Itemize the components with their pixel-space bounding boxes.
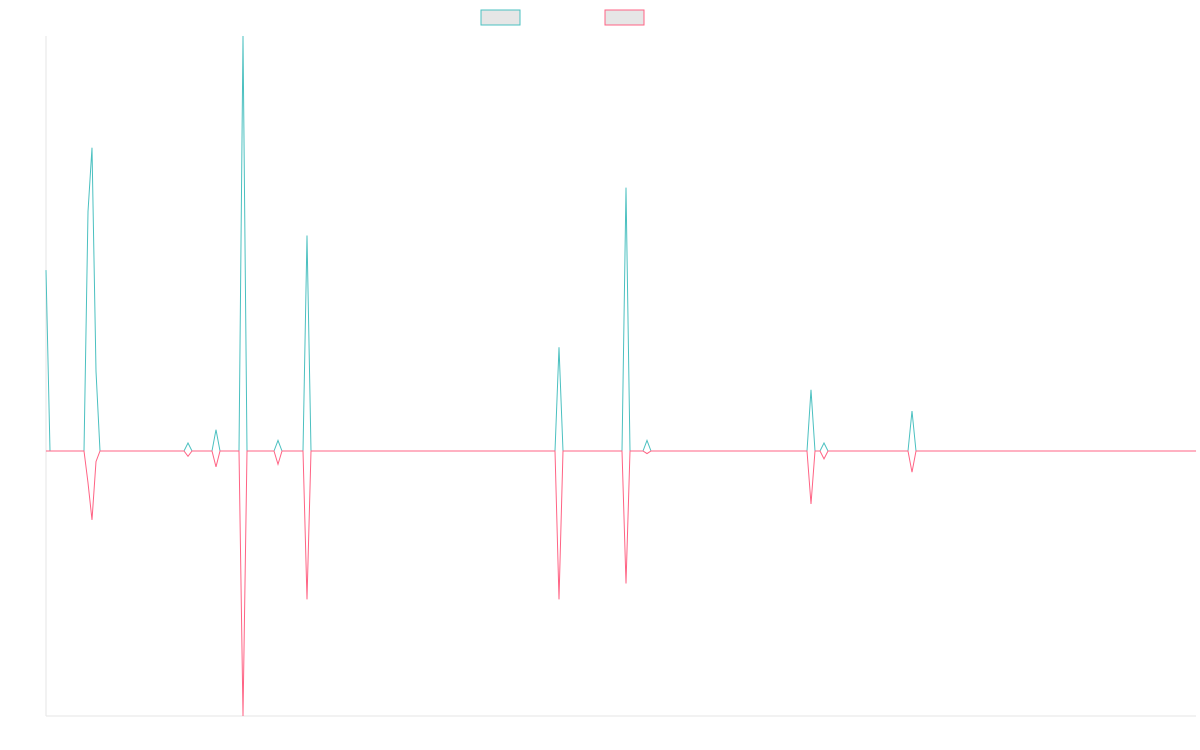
series-line-1 bbox=[45, 35, 1196, 452]
axes bbox=[45, 36, 1196, 717]
legend-swatch-series-2[interactable] bbox=[604, 9, 645, 26]
series-1 bbox=[45, 35, 1197, 452]
legend-swatch-series-1[interactable] bbox=[480, 9, 521, 26]
series-line-2 bbox=[46, 450, 1196, 717]
legend bbox=[480, 9, 645, 26]
series-2 bbox=[45, 450, 1197, 717]
series-layer bbox=[45, 35, 1197, 717]
